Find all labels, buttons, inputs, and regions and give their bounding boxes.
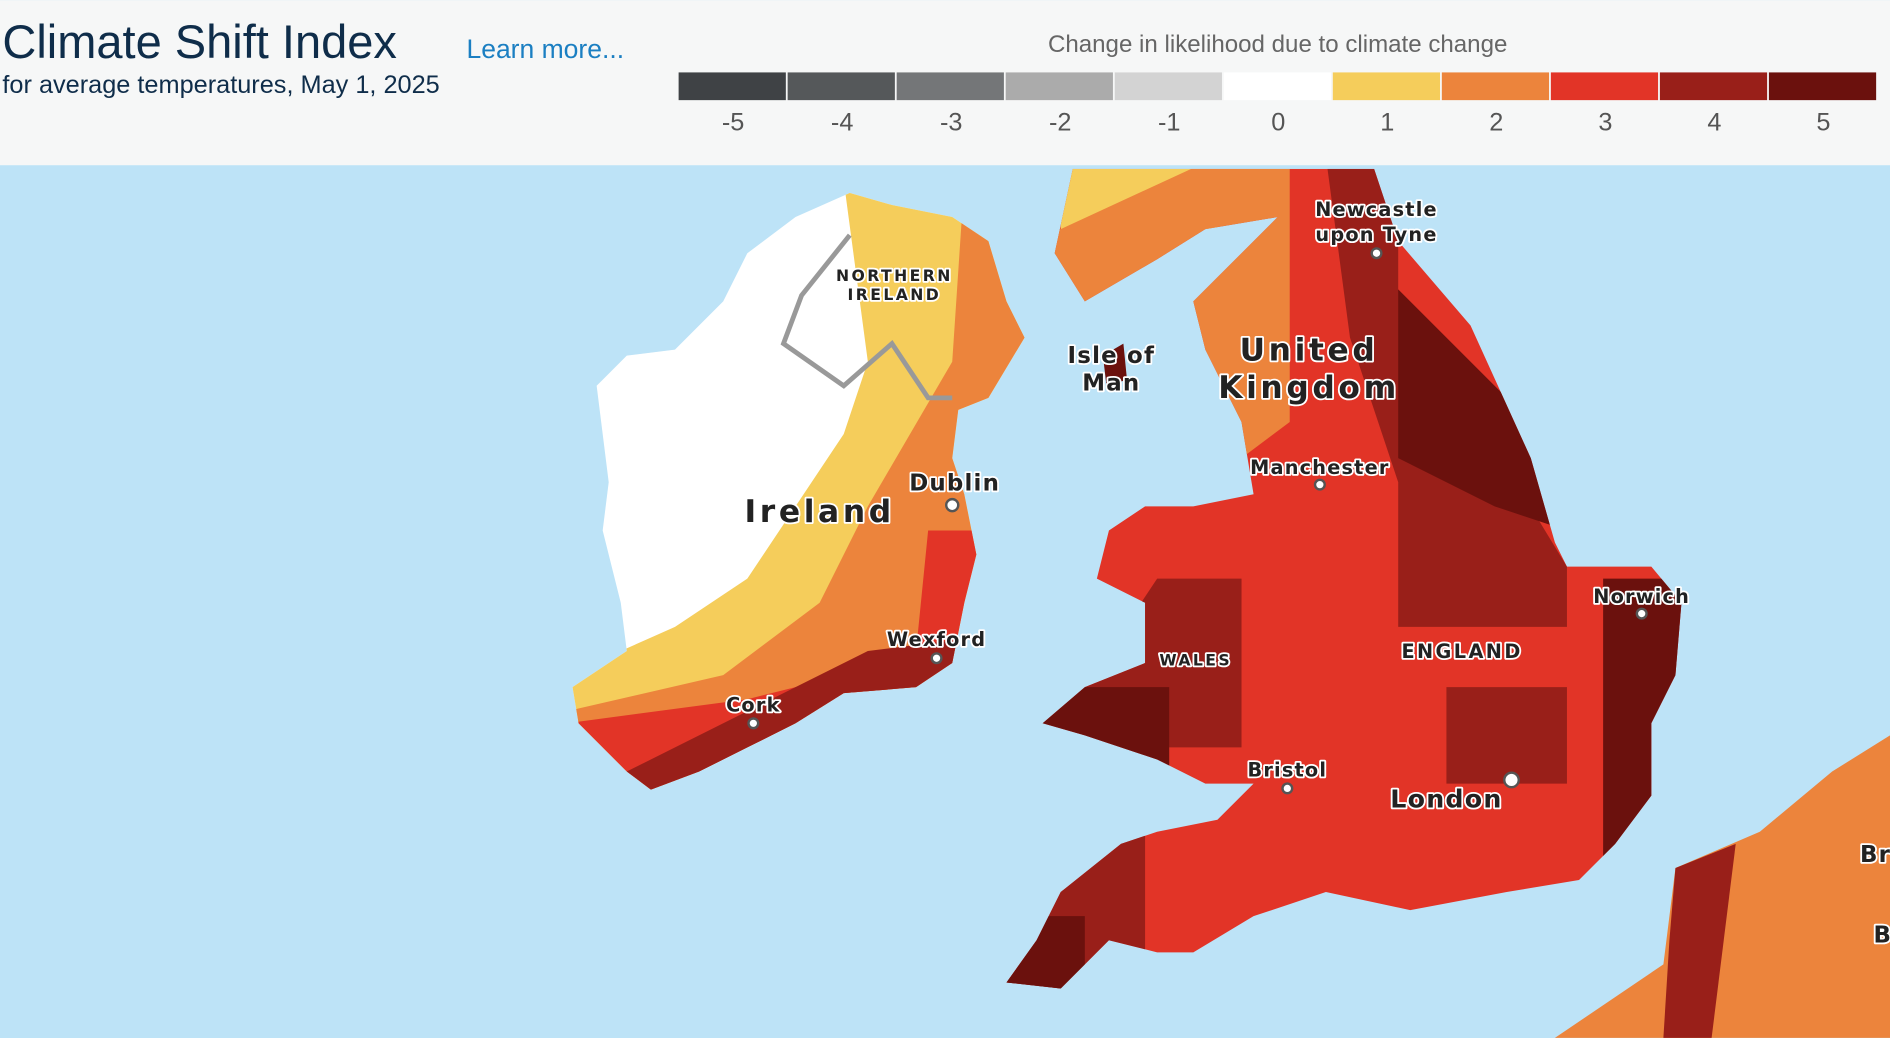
legend-swatch xyxy=(1441,72,1550,101)
legend-label: -2 xyxy=(1049,108,1072,136)
city-dot xyxy=(1281,782,1294,795)
city-label: Norwich xyxy=(1593,585,1690,608)
legend-swatch xyxy=(1550,72,1659,101)
legend-swatch xyxy=(1223,72,1331,101)
city-dot xyxy=(747,717,760,730)
city-dot xyxy=(930,652,943,665)
city-label: Wexford xyxy=(887,628,986,651)
legend-swatch xyxy=(678,72,786,101)
continent xyxy=(1663,843,1736,1038)
legend: -5 -4 -3 -2 -1 0 1 2 3 4 5 xyxy=(678,72,1877,136)
city-label: Br xyxy=(1860,842,1890,868)
city-label: Cork xyxy=(726,693,781,716)
legend-label: 5 xyxy=(1816,108,1830,136)
legend-label: 0 xyxy=(1271,108,1285,136)
city-label: Dublin xyxy=(909,471,1000,497)
country-label: Kingdom xyxy=(1218,370,1400,406)
map-labels: Newcastle upon Tyne NORTHERN IRELAND Isl… xyxy=(724,196,1890,950)
legend-label: -4 xyxy=(831,108,854,136)
isle-of-man xyxy=(1102,343,1128,386)
city-label: Manchester xyxy=(1250,456,1389,479)
legend-label: 3 xyxy=(1598,108,1612,136)
legend-label: -3 xyxy=(940,108,963,136)
legend-title: Change in likelihood due to climate chan… xyxy=(1048,31,1507,58)
map-cell xyxy=(626,638,965,790)
region-label: Isle of xyxy=(1068,343,1156,369)
subtitle: for average temperatures, May 1, 2025 xyxy=(2,71,439,99)
map-cell xyxy=(1398,289,1567,531)
city-label: upon Tyne xyxy=(1315,223,1437,246)
title: Climate Shift Index xyxy=(2,15,396,68)
legend-label: 2 xyxy=(1489,108,1503,136)
city-label: B xyxy=(1873,923,1890,949)
legend-swatch xyxy=(1659,72,1768,101)
legend-swatch xyxy=(1332,72,1441,101)
legend-label: 4 xyxy=(1707,108,1721,136)
legend-label: -5 xyxy=(722,108,745,136)
city-label: Newcastle xyxy=(1315,198,1438,221)
city-dot xyxy=(1313,478,1326,491)
city-dot xyxy=(1635,607,1648,620)
region-label: ENGLAND xyxy=(1401,640,1522,663)
city-dot xyxy=(1503,771,1520,789)
legend-swatch xyxy=(787,72,895,101)
region-label: WALES xyxy=(1159,650,1232,669)
country-label: Ireland xyxy=(745,494,895,530)
legend-swatch xyxy=(1005,72,1113,101)
legend-label: 1 xyxy=(1380,108,1394,136)
legend-swatch xyxy=(1114,72,1222,101)
region-label: IRELAND xyxy=(848,285,942,304)
city-label: Bristol xyxy=(1247,758,1327,781)
city-label: London xyxy=(1390,785,1502,814)
legend-swatch xyxy=(896,72,1004,101)
city-dot xyxy=(944,497,960,513)
learn-more-link[interactable]: Learn more... xyxy=(466,34,624,64)
legend-swatch xyxy=(1768,72,1877,101)
border xyxy=(780,233,953,401)
map-cell xyxy=(1446,687,1567,784)
region-label: NORTHERN xyxy=(836,266,953,285)
city-dot xyxy=(1370,247,1383,260)
region-label: Man xyxy=(1082,371,1140,397)
country-label: United xyxy=(1240,332,1379,368)
legend-label: -1 xyxy=(1158,108,1181,136)
